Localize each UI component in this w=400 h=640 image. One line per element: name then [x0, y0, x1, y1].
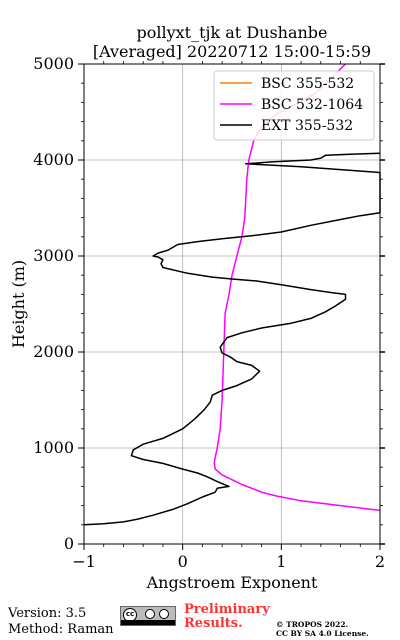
cc-license-badge[interactable]: cc	[120, 606, 176, 626]
y-tick-label: 0	[64, 534, 74, 553]
copyright-line-1: © TROPOS 2022.	[276, 620, 349, 629]
legend-label-ext-355-532: EXT 355-532	[261, 118, 353, 134]
x-axis-label: Angstroem Exponent	[146, 573, 318, 592]
plot-frame	[83, 63, 381, 545]
badge-bar	[121, 620, 175, 625]
x-tick-label: 1	[276, 552, 286, 571]
x-tick-label: 0	[178, 552, 188, 571]
series-line-ext-355-532	[83, 152, 381, 526]
chart-legend: BSC 355-532 BSC 532-1064 EXT 355-532	[213, 70, 375, 141]
copyright-line-2: CC BY SA 4.0 License.	[276, 629, 369, 638]
y-tick-label: 4000	[33, 150, 74, 169]
legend-label-bsc-532-1064: BSC 532-1064	[261, 97, 363, 113]
footer-info: Version: 3.5 Method: Raman	[8, 606, 114, 638]
sa-icon	[159, 609, 169, 619]
y-tick-label: 5000	[33, 54, 74, 73]
legend-box	[213, 70, 375, 141]
method-text: Method: Raman	[8, 622, 114, 637]
legend-label-bsc-355-532: BSC 355-532	[261, 76, 354, 92]
x-tick-label: −1	[72, 552, 96, 571]
angstroem-profile-chart: pollyxt_tjk at Dushanbe [Averaged] 20220…	[9, 23, 385, 592]
y-tick-label: 1000	[33, 438, 74, 457]
preliminary-notice: Preliminary Results.	[184, 603, 270, 631]
by-icon	[145, 609, 155, 619]
grid-lines	[84, 64, 380, 544]
y-axis-label: Height (m)	[9, 260, 28, 348]
cc-icon: cc	[123, 608, 137, 622]
copyright-notice: © TROPOS 2022. CC BY SA 4.0 License.	[276, 620, 369, 638]
preliminary-line-2: Results.	[184, 616, 243, 631]
preliminary-line-1: Preliminary	[184, 602, 270, 617]
version-text: Version: 3.5	[8, 606, 87, 621]
y-tick-label: 2000	[33, 342, 74, 361]
chart-title: pollyxt_tjk at Dushanbe	[136, 23, 327, 42]
x-tick-label: 2	[375, 552, 385, 571]
chart-subtitle: [Averaged] 20220712 15:00-15:59	[93, 42, 371, 61]
y-tick-label: 3000	[33, 246, 74, 265]
